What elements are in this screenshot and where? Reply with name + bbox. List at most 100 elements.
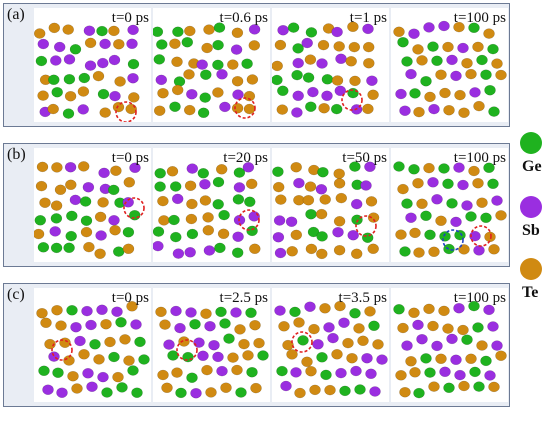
atom xyxy=(395,370,407,381)
atom xyxy=(333,41,345,52)
atom xyxy=(241,58,253,69)
atom xyxy=(84,60,97,71)
atom xyxy=(305,101,317,112)
atom xyxy=(365,368,377,380)
atom xyxy=(347,229,359,241)
atom xyxy=(399,105,411,116)
atom xyxy=(55,320,67,331)
atom xyxy=(420,75,432,87)
atom xyxy=(365,196,378,207)
legend-label: Te xyxy=(522,284,539,301)
atom xyxy=(35,180,48,192)
atom xyxy=(203,245,216,256)
atom xyxy=(301,37,313,49)
atom xyxy=(408,164,420,175)
atom xyxy=(285,216,298,227)
atom xyxy=(473,245,485,256)
snapshot-panel: t=3.5 ps xyxy=(272,288,389,402)
atom xyxy=(77,104,89,115)
atom xyxy=(364,161,376,173)
atom xyxy=(349,308,361,319)
atom xyxy=(155,306,167,318)
atom xyxy=(324,384,336,396)
atom xyxy=(246,366,258,378)
atom xyxy=(250,382,262,394)
atom xyxy=(360,180,372,191)
atom xyxy=(169,101,181,112)
highlight-circle xyxy=(470,225,492,247)
atom xyxy=(297,335,309,346)
highlight-circle xyxy=(442,229,464,251)
atom xyxy=(65,179,77,191)
time-label: t=0 ps xyxy=(111,10,149,26)
atom xyxy=(339,385,351,397)
atom xyxy=(473,100,485,112)
atom xyxy=(275,194,287,205)
atom xyxy=(94,211,107,223)
atom xyxy=(134,336,146,348)
atom xyxy=(331,75,344,86)
atom xyxy=(397,183,409,195)
atom xyxy=(316,248,328,260)
atom xyxy=(443,104,455,116)
atom xyxy=(65,230,77,242)
atom xyxy=(219,101,231,113)
atom xyxy=(157,369,169,381)
atom xyxy=(491,340,503,351)
atom xyxy=(280,380,292,392)
time-label: t=0 ps xyxy=(111,150,149,166)
time-label: t=100 ps xyxy=(453,150,506,166)
atom xyxy=(212,176,225,188)
atom xyxy=(233,167,246,178)
atom xyxy=(185,213,198,225)
atom xyxy=(183,104,196,116)
atom xyxy=(465,353,477,365)
atom xyxy=(304,301,316,312)
atom xyxy=(89,339,101,350)
highlight-circle xyxy=(355,215,377,237)
atom xyxy=(183,69,195,80)
atom xyxy=(334,85,347,97)
atom xyxy=(223,333,235,344)
atom xyxy=(395,88,407,100)
atom xyxy=(431,55,443,67)
atom xyxy=(35,55,48,67)
atom xyxy=(202,212,214,223)
atom xyxy=(51,304,63,316)
atom xyxy=(212,39,224,51)
atom xyxy=(214,242,226,254)
atom xyxy=(81,305,93,317)
atom xyxy=(484,84,496,96)
atom xyxy=(416,333,428,345)
atom xyxy=(333,216,346,227)
atom xyxy=(323,322,335,333)
atom xyxy=(95,230,107,241)
atom xyxy=(468,22,480,34)
atom xyxy=(305,365,317,377)
time-label: t=0 ps xyxy=(111,290,149,306)
atom xyxy=(290,367,302,378)
atom xyxy=(127,58,140,70)
atom xyxy=(216,365,228,377)
atom xyxy=(349,161,361,172)
atom xyxy=(305,243,318,255)
atom xyxy=(351,214,363,226)
atom xyxy=(291,107,303,118)
atom xyxy=(368,320,380,332)
atom xyxy=(153,226,165,237)
atom xyxy=(350,198,363,210)
atom xyxy=(487,43,499,55)
atom xyxy=(217,228,230,240)
atom xyxy=(450,70,462,82)
atom xyxy=(63,73,76,85)
highlight-circle xyxy=(234,97,256,119)
atom xyxy=(276,104,289,115)
atom xyxy=(293,177,305,189)
atom xyxy=(413,247,425,258)
te-swatch xyxy=(520,258,542,280)
panel-row-a: (a) t=0 ps t=0.6 ps t=1 ps t=100 ps xyxy=(3,3,510,127)
atom xyxy=(468,165,480,177)
atom xyxy=(321,90,333,102)
atom xyxy=(469,366,481,378)
atom xyxy=(274,247,287,259)
